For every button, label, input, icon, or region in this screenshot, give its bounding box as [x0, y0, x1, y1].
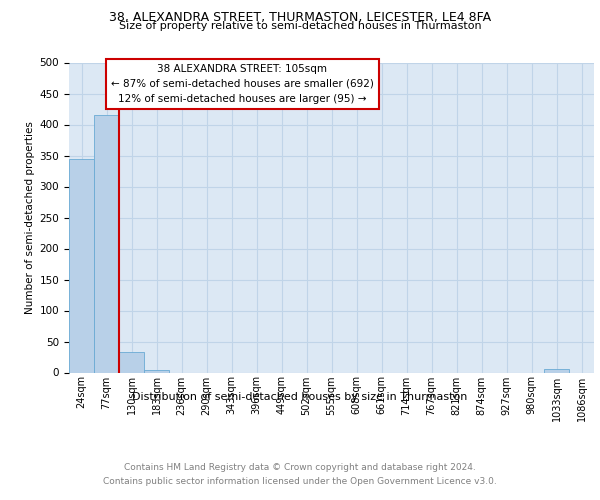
- Y-axis label: Number of semi-detached properties: Number of semi-detached properties: [25, 121, 35, 314]
- Text: Distribution of semi-detached houses by size in Thurmaston: Distribution of semi-detached houses by …: [133, 392, 467, 402]
- Bar: [544, 370, 569, 372]
- Bar: [69, 159, 94, 372]
- Bar: [119, 352, 144, 372]
- Bar: [94, 114, 119, 372]
- Text: 38, ALEXANDRA STREET, THURMASTON, LEICESTER, LE4 8FA: 38, ALEXANDRA STREET, THURMASTON, LEICES…: [109, 11, 491, 24]
- Text: Contains public sector information licensed under the Open Government Licence v3: Contains public sector information licen…: [103, 478, 497, 486]
- Text: Size of property relative to semi-detached houses in Thurmaston: Size of property relative to semi-detach…: [119, 21, 481, 31]
- Text: Contains HM Land Registry data © Crown copyright and database right 2024.: Contains HM Land Registry data © Crown c…: [124, 462, 476, 471]
- Bar: [144, 370, 169, 372]
- Text: 38 ALEXANDRA STREET: 105sqm
← 87% of semi-detached houses are smaller (692)
12% : 38 ALEXANDRA STREET: 105sqm ← 87% of sem…: [111, 64, 374, 104]
